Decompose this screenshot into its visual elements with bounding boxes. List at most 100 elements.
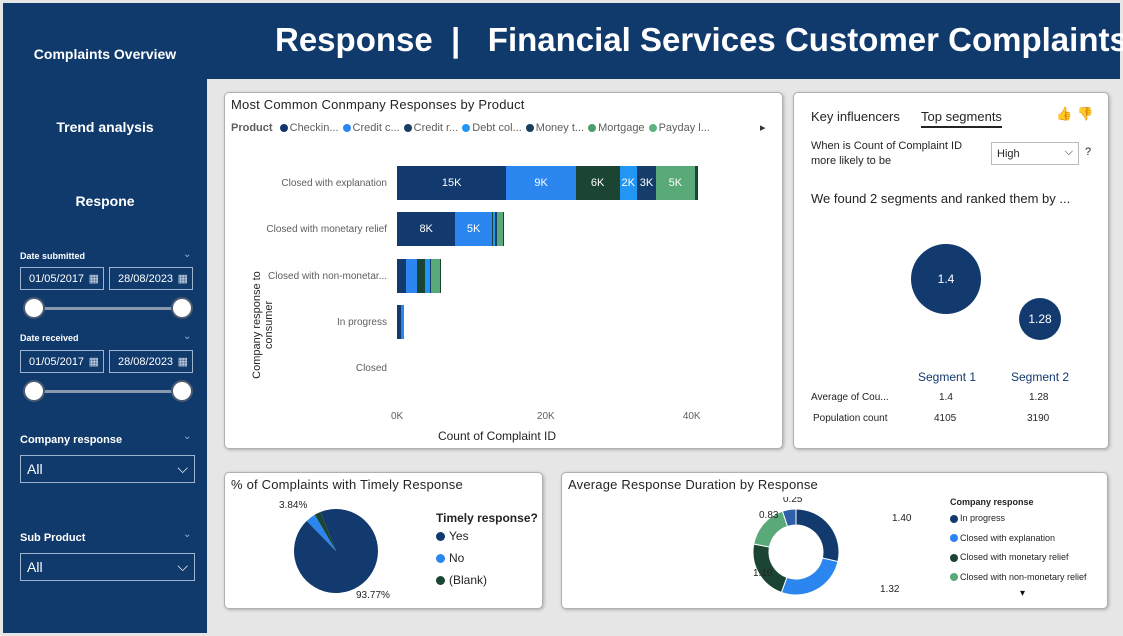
response-duration-card[interactable]: Average Response Duration by Response 1.… <box>561 472 1108 609</box>
high-select[interactable]: High ⌵ <box>991 142 1079 165</box>
legend-item[interactable]: No <box>436 551 464 565</box>
bar-segment[interactable] <box>440 259 442 293</box>
sub-product-dropdown[interactable]: All ⌵ <box>20 553 195 581</box>
legend-item[interactable]: Closed with monetary relief <box>950 552 1069 562</box>
date-received-slider[interactable] <box>36 390 184 393</box>
pie-slice[interactable] <box>314 511 336 551</box>
date-value: 01/05/2017 <box>29 356 85 368</box>
segment-2-link[interactable]: Segment 2 <box>1011 370 1070 384</box>
legend-item[interactable]: Payday l... <box>645 122 710 134</box>
slider-handle-end[interactable] <box>171 380 193 402</box>
bar-segment[interactable] <box>397 305 401 339</box>
pie-slice[interactable] <box>306 514 336 551</box>
segment-1-link[interactable]: Segment 1 <box>918 370 977 384</box>
date-submitted-from[interactable]: 01/05/2017 ▦ <box>20 267 104 290</box>
thumbs-down-icon[interactable]: 👎 <box>1077 106 1094 121</box>
calendar-icon[interactable]: ▦ <box>177 356 188 368</box>
bar-segment[interactable] <box>417 259 425 293</box>
chevron-down-icon[interactable]: ⌄ <box>183 331 192 342</box>
legend-item[interactable]: Debt col... <box>458 122 522 134</box>
thumbs-up-icon[interactable]: 👍 <box>1056 106 1073 121</box>
bar-segment[interactable]: 5K <box>455 212 492 246</box>
data-label: 1.10 <box>753 568 773 579</box>
bar-segment[interactable]: 9K <box>506 166 576 200</box>
bar-segment[interactable]: 3K <box>637 166 656 200</box>
donut-slice[interactable] <box>780 557 839 596</box>
chart-legend[interactable]: Product Checkin... Credit c... Credit r...… <box>231 122 710 134</box>
calendar-icon[interactable]: ▦ <box>88 356 99 368</box>
bar-segment[interactable] <box>400 305 404 339</box>
legend-label: Debt col... <box>472 122 522 134</box>
date-received-to[interactable]: 28/08/2023 ▦ <box>109 350 193 373</box>
date-value: 01/05/2017 <box>29 273 85 285</box>
bar-chart-card[interactable]: Most Common Conmpany Responses by Produc… <box>224 92 783 449</box>
chevron-down-icon[interactable]: ⌄ <box>183 431 192 442</box>
bar-segment[interactable] <box>397 259 407 293</box>
legend-label: Mortgage <box>598 122 645 134</box>
bar-segment[interactable]: 15K <box>397 166 507 200</box>
bar-segment[interactable] <box>491 212 494 246</box>
legend-more-icon[interactable]: ▾ <box>1020 588 1026 599</box>
data-label: 0.25 <box>783 497 803 505</box>
legend-item[interactable]: Money t... <box>522 122 584 134</box>
header: Response | Financial Services Customer C… <box>207 3 1123 79</box>
timely-response-card[interactable]: % of Complaints with Timely Response 3.8… <box>224 472 543 609</box>
top-segments-card[interactable]: Key influencers Top segments 👍 👎 When is… <box>793 92 1109 449</box>
segment-2-bubble[interactable]: 1.28 <box>1019 298 1061 340</box>
bar-segment[interactable] <box>406 259 418 293</box>
legend-item[interactable]: Credit r... <box>400 122 458 134</box>
bar-segment[interactable]: 8K <box>397 212 456 246</box>
bar-segment[interactable]: 2K <box>619 166 637 200</box>
legend-dot <box>403 124 412 133</box>
bar-segment[interactable] <box>694 166 698 200</box>
chevron-down-icon[interactable]: ⌄ <box>183 249 192 260</box>
segment-1-bubble[interactable]: 1.4 <box>911 244 981 314</box>
calendar-icon[interactable]: ▦ <box>88 273 99 285</box>
data-label: 8K <box>419 223 433 235</box>
sidebar: Complaints Overview Trend analysis Respo… <box>3 3 207 633</box>
calendar-icon[interactable]: ▦ <box>177 273 188 285</box>
chevron-down-icon[interactable]: ⌄ <box>183 529 192 540</box>
legend-item[interactable]: Credit c... <box>339 122 400 134</box>
bar-segment[interactable] <box>424 259 430 293</box>
bar-segment[interactable]: 6K <box>575 166 620 200</box>
bar-segment[interactable] <box>502 212 504 246</box>
nav-trend-analysis[interactable]: Trend analysis <box>56 119 154 135</box>
slider-handle-end[interactable] <box>171 297 193 319</box>
category-label: Closed with non-monetar... <box>268 271 387 282</box>
tab-key-influencers[interactable]: Key influencers <box>811 109 900 124</box>
x-tick-label: 40K <box>682 411 701 422</box>
legend-item[interactable]: Closed with explanation <box>950 533 1055 543</box>
bar-segment[interactable]: 5K <box>655 166 695 200</box>
bar-segment[interactable] <box>494 212 497 246</box>
legend-item[interactable]: In progress <box>950 513 1005 523</box>
help-icon[interactable]: ? <box>1085 146 1092 158</box>
category-label: In progress <box>336 317 387 328</box>
legend-next-icon[interactable]: ▸ <box>760 122 766 134</box>
pie-label-yes: 93.77% <box>356 590 390 601</box>
nav-complaints-overview[interactable]: Complaints Overview <box>33 46 177 62</box>
donut-slice[interactable] <box>781 508 797 528</box>
slider-handle-start[interactable] <box>23 297 45 319</box>
legend-item[interactable]: Checkin... <box>276 122 339 134</box>
legend-item[interactable]: Yes <box>436 529 469 543</box>
legend-label: Payday l... <box>658 122 710 134</box>
date-received-label: Date received <box>20 333 79 343</box>
company-response-dropdown[interactable]: All ⌵ <box>20 455 195 483</box>
legend-item[interactable]: Closed with non-monetary relief <box>950 572 1087 582</box>
date-submitted-slider[interactable] <box>36 307 184 310</box>
date-received-from[interactable]: 01/05/2017 ▦ <box>20 350 104 373</box>
legend-item[interactable]: (Blank) <box>436 573 487 587</box>
row-label: Average of Cou... <box>811 392 889 403</box>
donut-slice[interactable] <box>795 508 840 563</box>
date-submitted-to[interactable]: 28/08/2023 ▦ <box>109 267 193 290</box>
tab-top-segments[interactable]: Top segments <box>921 109 1002 128</box>
bar-segment[interactable] <box>493 212 495 246</box>
legend-label: Checkin... <box>289 122 339 134</box>
bar-segment[interactable] <box>429 259 432 293</box>
nav-response[interactable]: Respone <box>75 193 135 209</box>
bar-segment[interactable] <box>496 212 503 246</box>
legend-item[interactable]: Mortgage <box>584 122 645 134</box>
slider-handle-start[interactable] <box>23 380 45 402</box>
bar-segment[interactable] <box>431 259 441 293</box>
